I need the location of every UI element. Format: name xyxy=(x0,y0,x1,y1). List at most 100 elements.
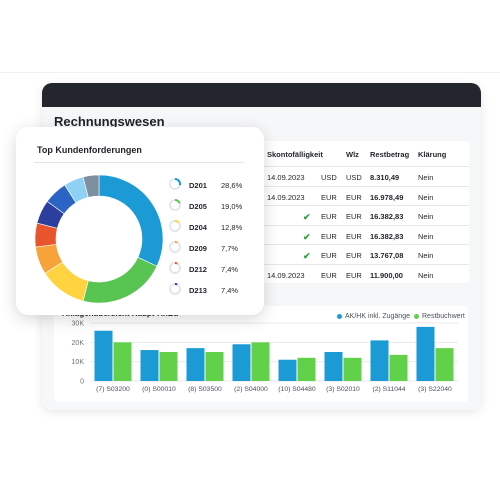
table-row[interactable]: ✔ EUR EUR 16.382,83 Nein xyxy=(255,224,469,248)
bar-restbuchwert[interactable] xyxy=(251,342,270,381)
legend-swatch-green xyxy=(414,313,419,319)
x-tick-label: (3) S22040 xyxy=(418,386,452,393)
bar-restbuchwert[interactable] xyxy=(297,357,316,381)
bar-akhk[interactable] xyxy=(94,330,113,381)
legend-swatch-blue xyxy=(337,313,342,319)
cell-currency: EUR xyxy=(321,270,337,280)
cell-klaerung: Nein xyxy=(418,231,434,241)
cell-currency: EUR xyxy=(321,251,337,260)
x-tick-label: (10) S04480 xyxy=(278,386,316,393)
cell-restbetrag: 16.382,83 xyxy=(370,231,404,241)
customer-code: D205 xyxy=(189,202,207,211)
customer-code: D201 xyxy=(189,181,207,190)
bar-akhk[interactable] xyxy=(324,352,343,381)
cell-skonto-date: 14.09.2023 xyxy=(267,173,305,182)
header-skontofaelligkeit[interactable]: Skontofälligkeit xyxy=(267,150,323,159)
cell-klaerung: Nein xyxy=(418,212,434,221)
y-tick-label: 20K xyxy=(72,340,85,347)
bar-akhk[interactable] xyxy=(232,344,251,381)
customer-share: 19,0% xyxy=(221,202,243,211)
bar-akhk[interactable] xyxy=(186,348,205,381)
cell-klaerung: Nein xyxy=(418,192,434,202)
top-receivables-card: Top Kundenforderungen D201 28,6% D205 19,0%… xyxy=(16,127,264,315)
x-tick-label: (2) S04000 xyxy=(234,386,268,393)
x-tick-label: (2) S11044 xyxy=(372,386,405,393)
bar-akhk[interactable] xyxy=(416,326,435,381)
bar-restbuchwert[interactable] xyxy=(389,354,408,381)
table-row[interactable]: ✔ EUR EUR 16.382,83 Nein xyxy=(255,205,469,228)
bar-akhk[interactable] xyxy=(278,359,297,381)
bar-restbuchwert[interactable] xyxy=(435,348,454,381)
customer-share: 7,4% xyxy=(221,265,239,274)
table-row[interactable]: 14.09.2023 USD USD 8.310,49 Nein xyxy=(255,166,469,189)
dashboard-title: Rechnungswesen xyxy=(54,114,165,129)
customer-code: D209 xyxy=(189,244,207,253)
share-ring-icon xyxy=(169,199,181,211)
customer-share: 7,4% xyxy=(221,286,239,295)
customer-code: D212 xyxy=(189,265,207,274)
customer-share: 7,7% xyxy=(221,244,239,253)
donut-slice[interactable] xyxy=(82,174,100,198)
customer-share: 12,8% xyxy=(221,223,243,232)
cell-restbetrag: 11.900,00 xyxy=(370,270,403,280)
table-header-row: Skontofälligkeit Wlz Restbetrag Klärung xyxy=(255,144,469,166)
x-tick-label: (0) S00010 xyxy=(142,386,176,393)
list-item[interactable]: D205 19,0% xyxy=(16,196,264,216)
bar-restbuchwert[interactable] xyxy=(343,357,362,381)
legend-item-akhk: AK/HK inkl. Zugänge xyxy=(337,313,410,320)
invoice-table: Skontofälligkeit Wlz Restbetrag Klärung … xyxy=(255,141,469,283)
x-tick-label: (7) S03200 xyxy=(96,386,130,393)
cell-skonto-date: 14.09.2023 xyxy=(267,192,305,202)
share-ring-icon xyxy=(169,262,181,274)
header-restbetrag[interactable]: Restbetrag xyxy=(370,150,410,159)
bar-akhk[interactable] xyxy=(140,350,159,381)
list-item[interactable]: D204 12,8% xyxy=(16,217,264,237)
x-tick-label: (3) S02010 xyxy=(326,386,360,393)
y-tick-label: 10K xyxy=(72,359,85,366)
customer-code: D213 xyxy=(189,286,207,295)
customer-code: D204 xyxy=(189,223,207,232)
y-tick-label: 0 xyxy=(80,379,84,386)
share-ring-icon xyxy=(169,178,181,190)
table-row[interactable]: ✔ EUR EUR 13.767,08 Nein xyxy=(255,244,469,267)
cell-skonto-date: 14.09.2023 xyxy=(267,270,305,280)
list-item[interactable]: D212 7,4% xyxy=(16,259,264,279)
cell-restbetrag: 16.978,49 xyxy=(370,192,404,202)
header-wlz[interactable]: Wlz xyxy=(346,150,359,159)
legend-item-restbuchwert: Restbuchwert xyxy=(414,313,465,320)
x-tick-label: (8) S03500 xyxy=(188,386,222,393)
asset-bar-chart: 0 10K 20K 30K (7) S03200 (0) S00010 (8) S03500… xyxy=(72,321,458,393)
bar-restbuchwert[interactable] xyxy=(205,352,224,381)
list-item[interactable]: D209 7,7% xyxy=(16,238,264,258)
cell-wlz: EUR xyxy=(346,192,362,202)
list-item[interactable]: D213 7,4% xyxy=(16,280,264,300)
cell-currency: EUR xyxy=(321,192,337,202)
table-row[interactable]: 14.09.2023 EUR EUR 16.978,49 Nein xyxy=(255,185,469,209)
share-ring-icon xyxy=(169,241,181,253)
cell-wlz: EUR xyxy=(346,251,362,260)
cell-klaerung: Nein xyxy=(418,270,434,280)
cell-klaerung: Nein xyxy=(418,251,434,260)
cell-restbetrag: 16.382,83 xyxy=(370,212,404,221)
check-icon: ✔ xyxy=(303,212,311,222)
cell-wlz: USD xyxy=(346,173,362,182)
header-divider xyxy=(0,72,500,73)
customer-share: 28,6% xyxy=(221,181,243,190)
share-ring-icon xyxy=(169,283,181,295)
cell-restbetrag: 13.767,08 xyxy=(370,251,404,260)
header-klaerung[interactable]: Klärung xyxy=(418,150,447,159)
cell-currency: EUR xyxy=(321,231,337,241)
cell-wlz: EUR xyxy=(346,270,362,280)
table-row[interactable]: 14.09.2023 EUR EUR 11.900,00 Nein xyxy=(255,263,469,287)
card-title: Top Kundenforderungen xyxy=(37,145,142,155)
cell-restbetrag: 8.310,49 xyxy=(370,173,400,182)
asset-overview-card: Anlagenübersicht Haupt-AnBu AK/HK inkl. … xyxy=(54,306,468,402)
check-icon: ✔ xyxy=(303,231,311,242)
window-top-bar xyxy=(42,83,481,107)
bar-restbuchwert[interactable] xyxy=(159,352,178,381)
bar-akhk[interactable] xyxy=(370,340,389,381)
bar-restbuchwert[interactable] xyxy=(113,342,132,381)
legend-label: AK/HK inkl. Zugänge xyxy=(345,313,410,320)
receivables-donut-chart xyxy=(34,174,164,304)
list-item[interactable]: D201 28,6% xyxy=(16,175,264,195)
